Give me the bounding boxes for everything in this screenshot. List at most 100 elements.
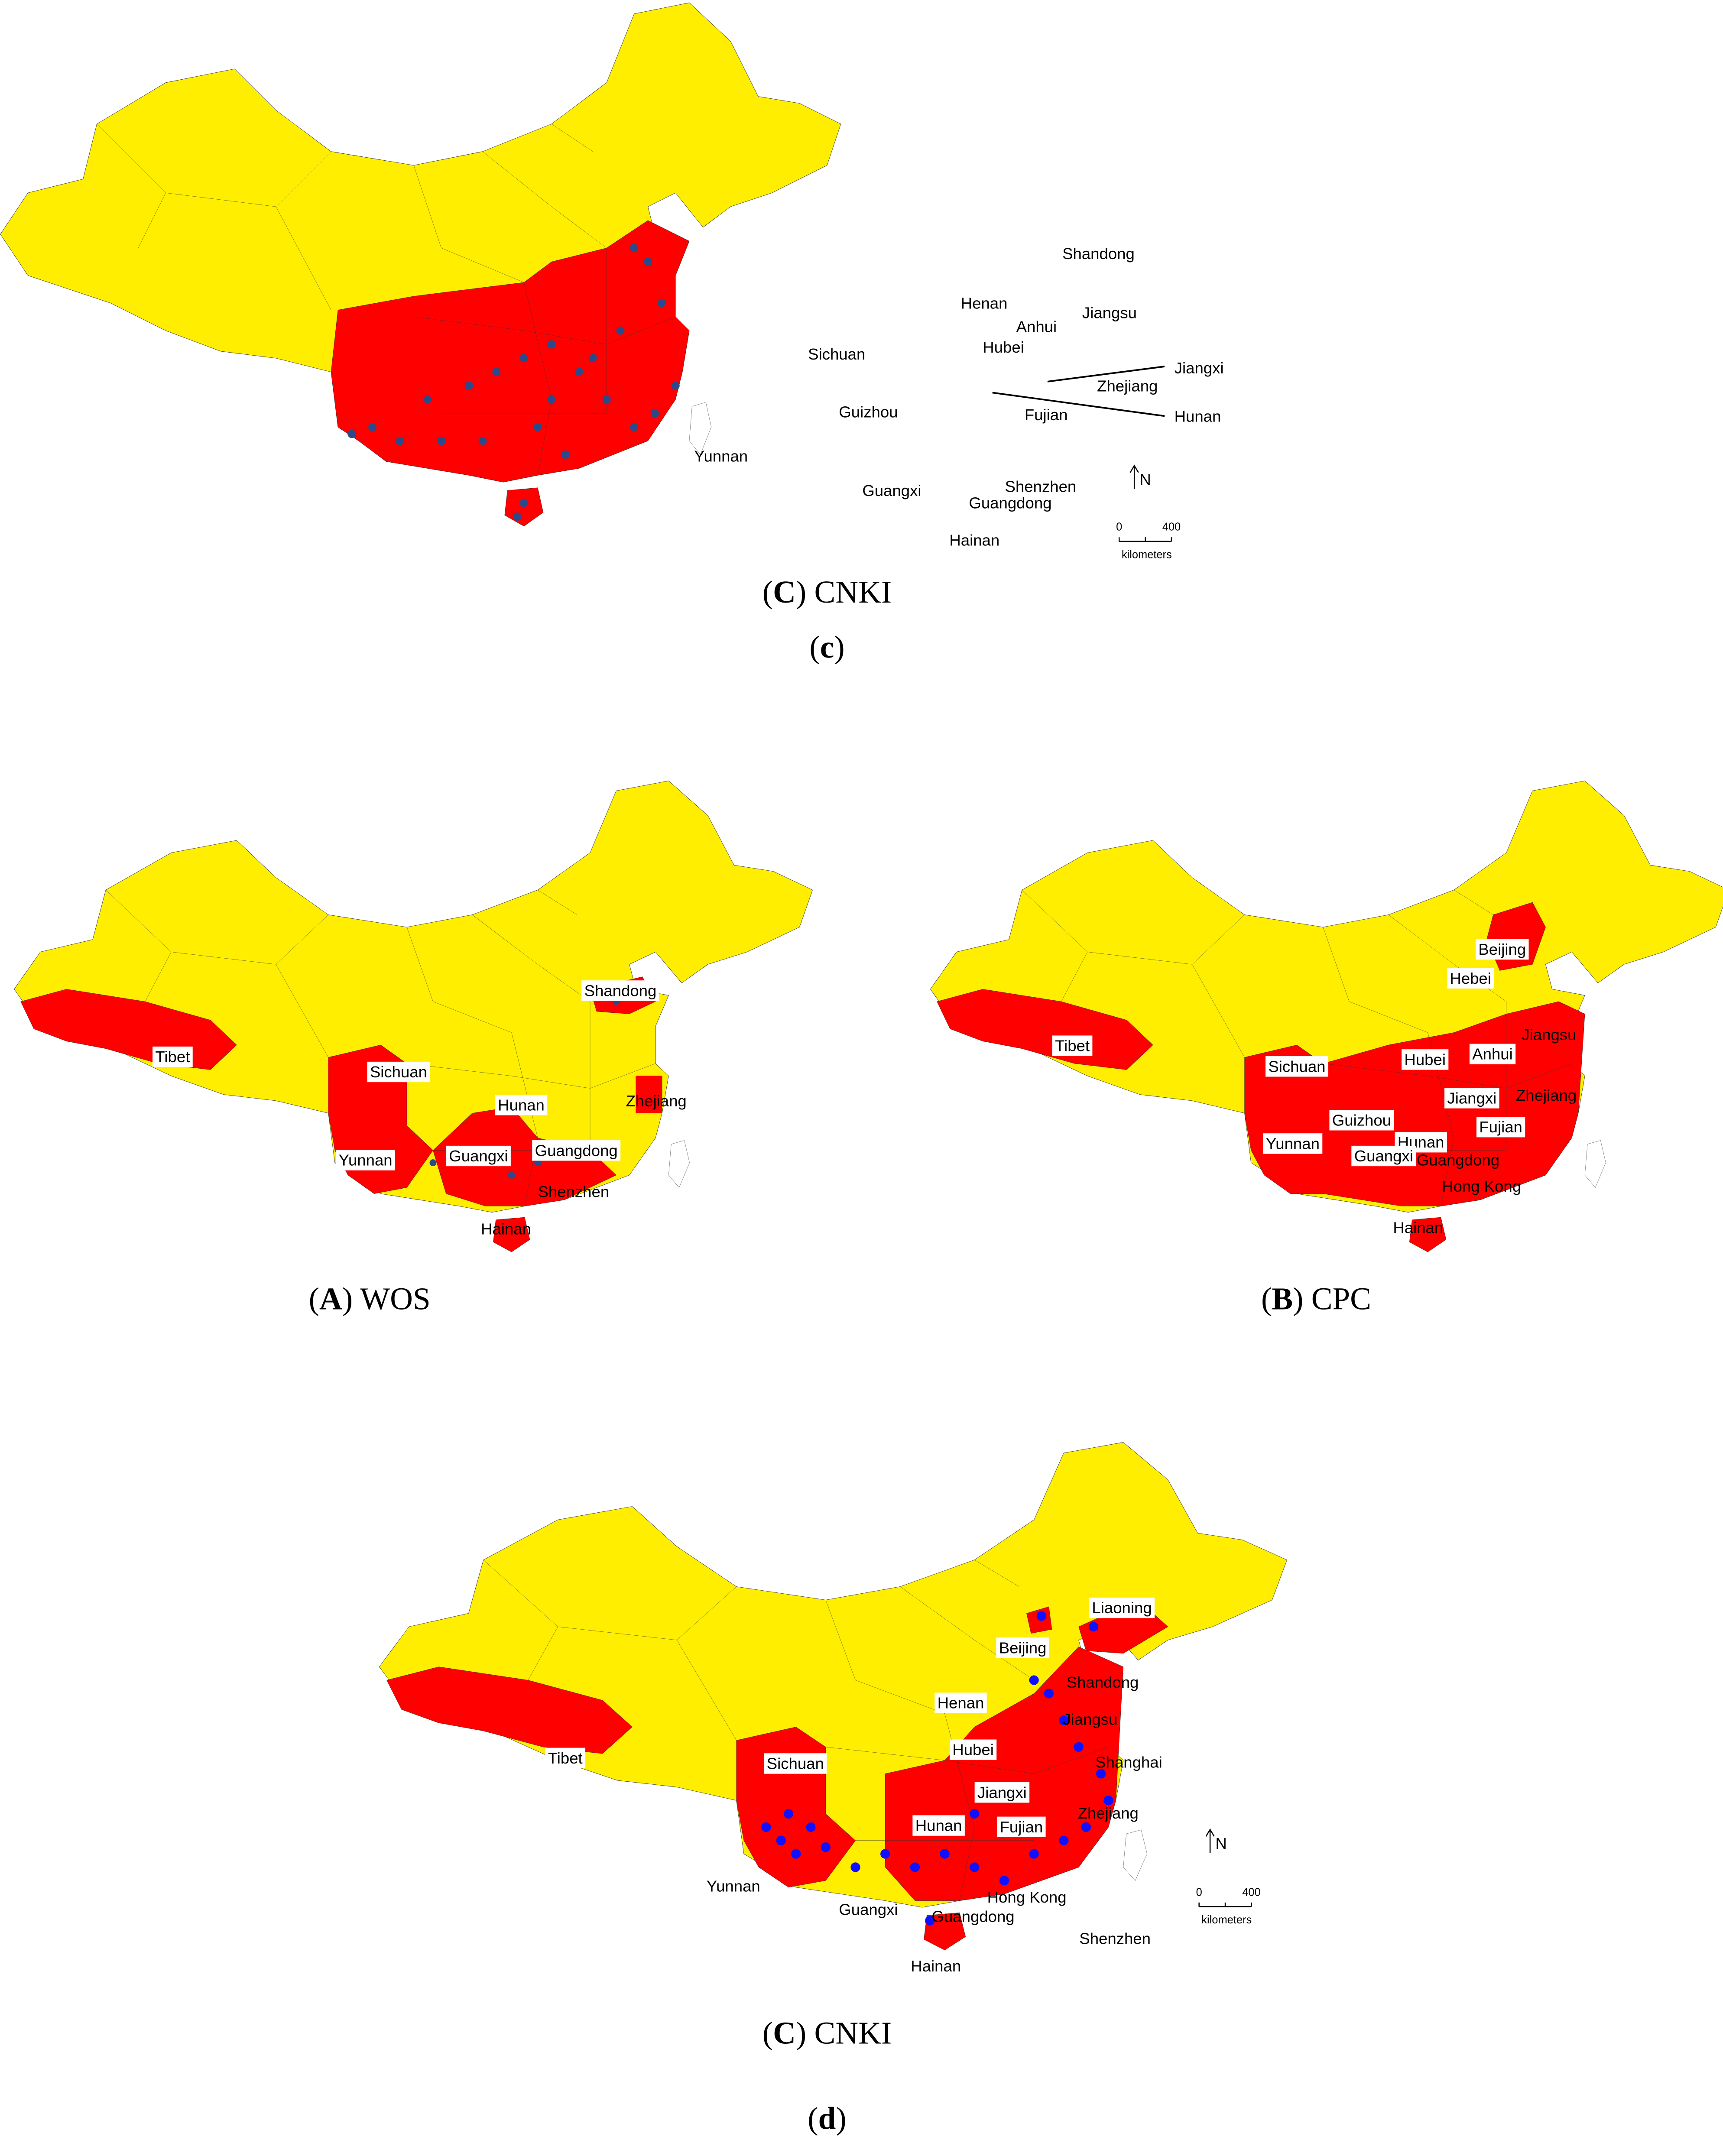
- site-dot: [776, 1835, 786, 1845]
- caption-part: ) CNKI: [796, 2015, 892, 2050]
- map: [931, 781, 1723, 1252]
- place-label: Sichuan: [767, 1754, 824, 1772]
- label-box: [1079, 302, 1140, 323]
- label-box: [1447, 968, 1494, 989]
- place-label: Beijing: [999, 1639, 1047, 1657]
- north-arrow-head: [1205, 1828, 1215, 1837]
- place-label: Fujian: [1479, 1118, 1522, 1136]
- highlighted-region: [636, 1076, 662, 1113]
- caption-part: d: [818, 2101, 836, 2136]
- label-box: [581, 980, 659, 1001]
- site-dot: [1088, 1622, 1099, 1632]
- place-label: Shenzhen: [1005, 477, 1077, 495]
- site-dot: [575, 368, 584, 376]
- place-label: Shandong: [1067, 1673, 1139, 1691]
- place-label: Liaoning: [1092, 1599, 1152, 1617]
- place-label: Hainan: [911, 1957, 961, 1975]
- scale-tick: 0: [1196, 1886, 1202, 1898]
- label-box: [1265, 1056, 1328, 1077]
- label-box: [1444, 1088, 1499, 1109]
- province-border: [826, 1600, 945, 1713]
- place-label: Guangdong: [969, 494, 1051, 512]
- site-dot: [547, 395, 556, 404]
- province-border: [974, 1560, 1019, 1587]
- province-border: [826, 1747, 1109, 1774]
- place-label: Jiangsu: [1522, 1026, 1576, 1044]
- site-dot: [1044, 1689, 1054, 1699]
- province-border: [538, 890, 577, 914]
- province-border: [145, 952, 171, 1002]
- caption-part: c: [820, 629, 834, 665]
- site-dot: [534, 1159, 542, 1167]
- label-box: [974, 1782, 1030, 1803]
- label-box: [1013, 316, 1060, 337]
- place-label: Tibet: [155, 1048, 190, 1066]
- site-dot: [437, 437, 446, 445]
- caption: (A) WOS: [309, 1281, 431, 1316]
- province-border: [407, 1063, 655, 1088]
- site-dot: [464, 381, 473, 390]
- highlighted-region: [331, 220, 689, 482]
- label-box: [532, 1140, 621, 1161]
- place-label: Jiangxi: [1447, 1089, 1496, 1107]
- caption: (C) CNKI: [763, 2015, 892, 2050]
- caption-part: B: [1272, 1281, 1293, 1316]
- province-border: [677, 1640, 736, 1740]
- site-dot: [1036, 1611, 1046, 1621]
- place-label: Zhejiang: [1078, 1804, 1139, 1822]
- leader-line: [992, 392, 1165, 417]
- province-border: [106, 890, 328, 964]
- label-box: [446, 1145, 511, 1167]
- caption-part: (: [309, 1281, 319, 1316]
- site-dot: [533, 423, 542, 431]
- site-dot: [1096, 1769, 1106, 1779]
- site-dot: [806, 1822, 816, 1832]
- site-dot: [999, 1876, 1009, 1886]
- label-box: [836, 402, 901, 422]
- label-box: [1059, 243, 1138, 264]
- site-dot: [970, 1862, 980, 1872]
- place-label: Jiangsu: [1082, 304, 1137, 322]
- site-dot: [850, 1862, 860, 1872]
- site-dot: [791, 1849, 801, 1859]
- label-box: [1263, 1133, 1323, 1154]
- caption: (C) CNKI: [763, 574, 892, 610]
- site-dot: [588, 354, 597, 363]
- site-dot: [630, 423, 639, 431]
- caption-part: C: [773, 574, 796, 610]
- site-dot: [513, 512, 521, 521]
- label-box: [153, 1046, 193, 1067]
- site-dot: [630, 243, 639, 252]
- province-border: [97, 124, 331, 207]
- site-dot: [602, 395, 611, 404]
- highlighted-region: [387, 1667, 633, 1754]
- province-border: [1022, 890, 1245, 964]
- label-box: [958, 293, 1010, 314]
- place-label: Tibet: [1055, 1037, 1090, 1055]
- place-label: Jiangxi: [977, 1783, 1027, 1801]
- scale-unit: kilometers: [1122, 548, 1172, 561]
- province-border: [1323, 927, 1428, 1032]
- label-box: [1402, 1049, 1449, 1070]
- island: [1123, 1830, 1147, 1880]
- site-dot: [396, 437, 404, 445]
- place-label: Beijing: [1478, 940, 1526, 958]
- caption: (B) CPC: [1261, 1281, 1371, 1316]
- site-dot: [547, 340, 556, 349]
- label-box: [764, 1753, 827, 1774]
- place-label: Zhejiang: [626, 1092, 687, 1110]
- place-label: Zhejiang: [1516, 1086, 1577, 1104]
- place-label: Hunan: [498, 1096, 545, 1114]
- place-label: Guangdong: [535, 1141, 618, 1159]
- place-label: Guizhou: [839, 403, 898, 421]
- province-border: [1192, 964, 1245, 1057]
- label-box: [935, 1692, 987, 1713]
- site-dot: [616, 326, 625, 335]
- site-dot: [880, 1849, 890, 1859]
- label-box: [805, 344, 868, 365]
- caption-part: ) WOS: [342, 1281, 431, 1316]
- site-dot: [561, 450, 570, 459]
- map: [0, 3, 841, 526]
- place-label: Hubei: [1404, 1050, 1446, 1068]
